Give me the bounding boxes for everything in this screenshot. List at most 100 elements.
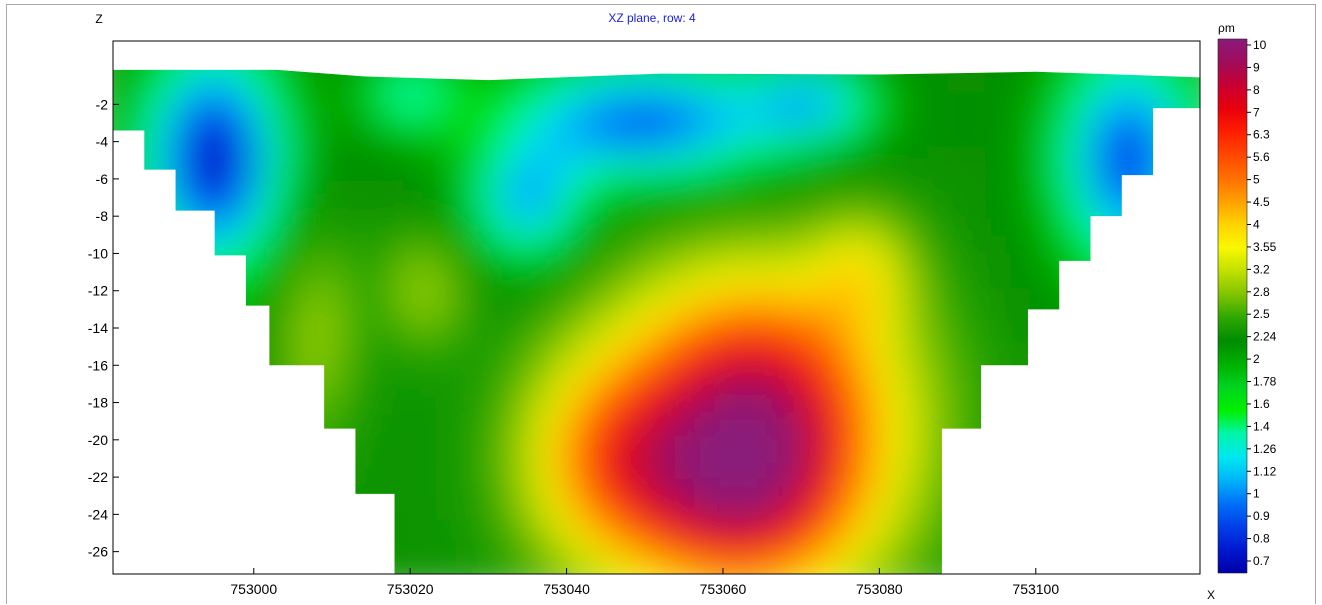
- heatmap-cell: [500, 182, 522, 202]
- heatmap-cell: [966, 111, 988, 131]
- heatmap-cell: [247, 182, 270, 202]
- heatmap-cell: [441, 235, 464, 256]
- heatmap-cell: [383, 270, 406, 291]
- heatmap-cell: [286, 111, 309, 131]
- heatmap-cell: [1024, 199, 1046, 220]
- heatmap-cell: [966, 128, 988, 149]
- heatmap-cell: [403, 555, 425, 574]
- heatmap-cell: [733, 306, 755, 327]
- heatmap-cell: [810, 253, 833, 273]
- heatmap-cell: [131, 69, 153, 78]
- heatmap-cell: [558, 555, 580, 574]
- heatmap-cell: [694, 270, 716, 291]
- heatmap-cell: [597, 288, 619, 309]
- heatmap-cell: [616, 519, 639, 540]
- heatmap-cell: [539, 164, 561, 185]
- heatmap-cell: [694, 430, 716, 451]
- heatmap-cell: [286, 128, 309, 149]
- heatmap-cell: [674, 235, 697, 256]
- heatmap-cell: [985, 69, 1007, 78]
- heatmap-cell: [674, 537, 697, 558]
- heatmap-cell: [539, 128, 561, 149]
- heatmap-cell: [1141, 22, 1162, 42]
- heatmap-cell: [907, 75, 930, 96]
- heatmap-cell: [597, 164, 619, 185]
- heatmap-cell: [771, 466, 794, 487]
- heatmap-cell: [636, 164, 658, 185]
- heatmap-cell: [403, 75, 425, 96]
- heatmap-cell: [286, 235, 309, 256]
- heatmap-cell: [461, 395, 483, 416]
- heatmap-cell: [985, 182, 1007, 202]
- heatmap-cell: [869, 359, 891, 380]
- heatmap-cell: [539, 359, 561, 380]
- heatmap-cell: [403, 359, 425, 380]
- heatmap-cell: [674, 395, 697, 416]
- heatmap-cell: [674, 377, 697, 398]
- heatmap-cell: [1024, 146, 1046, 167]
- heatmap-cell: [344, 93, 367, 114]
- heatmap-cell: [694, 395, 716, 416]
- heatmap-cell: [772, 22, 793, 42]
- heatmap-cell: [422, 395, 444, 416]
- heatmap-cell: [1121, 75, 1143, 96]
- heatmap-cell: [888, 377, 910, 398]
- heatmap-cell: [791, 128, 813, 149]
- heatmap-cell: [927, 288, 949, 309]
- z-tick-label: -22: [88, 469, 108, 485]
- heatmap-cell: [791, 377, 813, 398]
- heatmap-cell: [461, 519, 483, 540]
- heatmap-cell: [714, 22, 735, 42]
- heatmap-cell: [869, 342, 891, 362]
- heatmap-cell: [791, 270, 813, 291]
- heatmap-cell: [810, 395, 833, 416]
- heatmap-cell: [888, 501, 910, 522]
- heatmap-cell: [267, 270, 289, 291]
- heatmap-cell: [1160, 573, 1182, 574]
- heatmap-cell: [383, 253, 406, 273]
- heatmap-cell: [752, 413, 774, 433]
- heatmap-cell: [616, 253, 639, 273]
- heatmap-cell: [403, 395, 425, 416]
- heatmap-cell: [539, 448, 561, 469]
- heatmap-cell: [113, 573, 114, 574]
- heatmap-cell: [306, 270, 328, 291]
- heatmap-cell: [888, 270, 910, 291]
- heatmap-cell: [616, 75, 639, 96]
- heatmap-cell: [810, 182, 833, 202]
- heatmap-cell: [752, 395, 774, 416]
- heatmap-cell: [344, 377, 367, 398]
- heatmap-cell: [966, 342, 988, 362]
- heatmap-cell: [228, 235, 250, 256]
- heatmap-cell: [539, 253, 561, 273]
- heatmap-cell: [733, 288, 755, 309]
- heatmap-cell: [888, 555, 910, 574]
- heatmap-cell: [461, 537, 483, 558]
- heatmap-cell: [1082, 573, 1104, 574]
- heatmap-cell: [1024, 111, 1046, 131]
- heatmap-cell: [500, 288, 522, 309]
- heatmap-cell: [674, 484, 697, 504]
- heatmap-cell: [771, 519, 794, 540]
- heatmap-cell: [966, 217, 988, 238]
- heatmap-cell: [985, 306, 1007, 327]
- heatmap-cell: [403, 235, 425, 256]
- heatmap-cell: [422, 501, 444, 522]
- heatmap-cell: [558, 235, 580, 256]
- heatmap-cell: [1024, 288, 1046, 309]
- heatmap-cell: [636, 395, 658, 416]
- heatmap-cell: [306, 111, 328, 131]
- heatmap-cell: [655, 501, 677, 522]
- heatmap-cell: [733, 395, 755, 416]
- z-tick-label: -14: [88, 320, 108, 336]
- heatmap-cell: [461, 413, 483, 433]
- heatmap-cell: [500, 359, 522, 380]
- heatmap-cell: [441, 448, 464, 469]
- heatmap-cell: [403, 111, 425, 131]
- heatmap-cell: [1101, 573, 1124, 574]
- heatmap-cell: [170, 573, 192, 574]
- heatmap-cell: [810, 555, 833, 574]
- heatmap-cell: [946, 413, 969, 433]
- heatmap-cell: [422, 93, 444, 114]
- heatmap-cell: [888, 324, 910, 345]
